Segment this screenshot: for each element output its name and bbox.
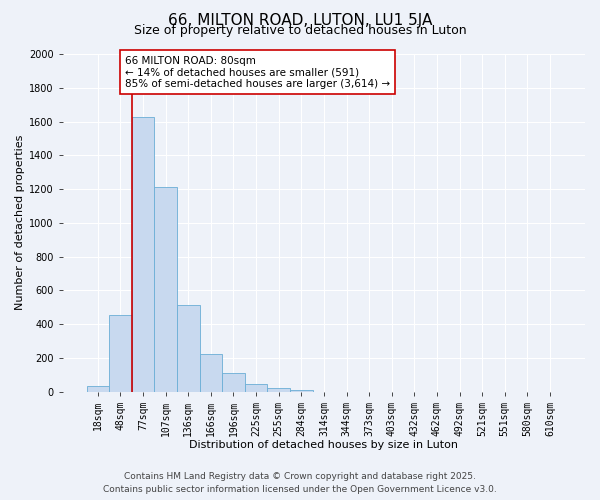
Bar [200,354,222,392]
Bar [132,118,154,392]
Text: Contains HM Land Registry data © Crown copyright and database right 2025.
Contai: Contains HM Land Registry data © Crown c… [103,472,497,494]
Text: 66, MILTON ROAD, LUTON, LU1 5JA: 66, MILTON ROAD, LUTON, LU1 5JA [168,12,432,28]
Bar [290,390,313,392]
Bar [109,315,132,392]
Bar [177,306,200,392]
Bar [86,386,109,392]
Y-axis label: Number of detached properties: Number of detached properties [15,135,25,310]
Bar [268,388,290,392]
Text: Size of property relative to detached houses in Luton: Size of property relative to detached ho… [134,24,466,37]
Bar [222,373,245,392]
Bar [245,384,268,392]
Text: 66 MILTON ROAD: 80sqm
← 14% of detached houses are smaller (591)
85% of semi-det: 66 MILTON ROAD: 80sqm ← 14% of detached … [125,56,390,89]
X-axis label: Distribution of detached houses by size in Luton: Distribution of detached houses by size … [190,440,458,450]
Bar [154,188,177,392]
